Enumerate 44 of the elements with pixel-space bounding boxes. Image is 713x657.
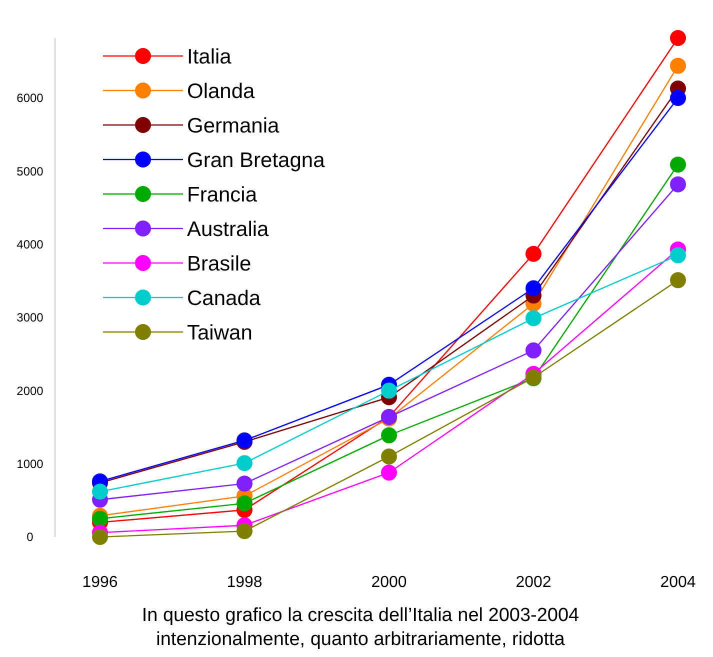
y-tick-label: 4000: [16, 238, 44, 252]
legend-label: Gran Bretagna: [187, 148, 326, 172]
point: [236, 495, 252, 512]
legend-label: Italia: [187, 45, 232, 68]
point: [381, 427, 397, 444]
legend-label: Taiwan: [187, 321, 252, 344]
y-tick-label: 1000: [16, 457, 44, 472]
y-tick-label: 6000: [16, 91, 44, 106]
point: [670, 176, 686, 192]
point: [526, 342, 542, 358]
point: [526, 310, 542, 326]
legend-label: Francia: [187, 183, 258, 206]
y-tick-label: 0: [26, 530, 34, 544]
legend-label: Brasile: [187, 252, 252, 276]
point: [92, 510, 108, 527]
legend-label: Australia: [187, 218, 270, 241]
point: [381, 382, 397, 399]
y-tick-label: 3000: [16, 310, 44, 325]
text: In questo grafico la crescita dell’Italia nel 2003-2004 intenzionalmente, quanto arbitrariamente, ridotta: [142, 605, 580, 650]
point: [236, 455, 252, 472]
point: [670, 30, 686, 46]
x-tick-label: 2004: [660, 574, 696, 591]
point: [92, 484, 108, 500]
point: [381, 464, 397, 481]
x-tick-label: 2000: [371, 574, 407, 591]
point: [92, 529, 108, 545]
point: [670, 156, 686, 173]
x-tick-label: 1996: [82, 574, 118, 591]
point: [670, 272, 686, 288]
y-tick-label: 5000: [16, 164, 44, 178]
y-tick-label: 2000: [16, 384, 44, 398]
x-tick-label: 2002: [516, 574, 552, 591]
legend-label: Canada: [187, 286, 261, 310]
point: [236, 476, 252, 492]
point: [236, 523, 252, 540]
point: [670, 247, 686, 264]
point: [670, 58, 686, 74]
point: [670, 90, 686, 106]
point: [381, 448, 397, 465]
point: [526, 280, 542, 296]
point: [526, 246, 542, 262]
x-tick-label: 1998: [226, 574, 262, 591]
legend-label: Olanda: [187, 80, 256, 103]
legend-label: Germania: [187, 114, 280, 138]
